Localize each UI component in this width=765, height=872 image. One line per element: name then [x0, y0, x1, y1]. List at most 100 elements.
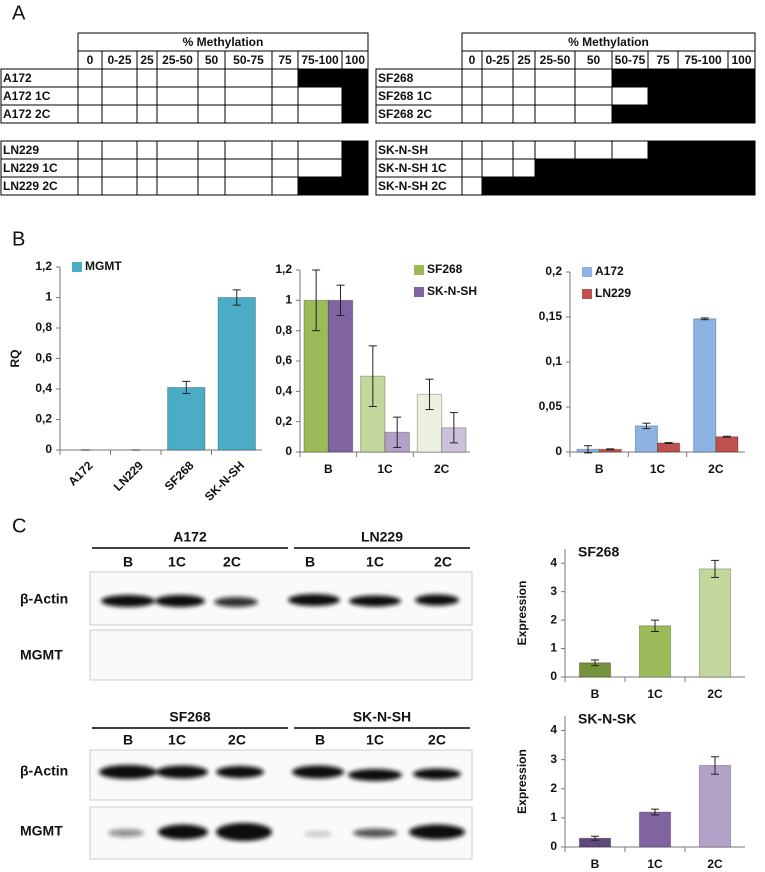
bands: [99, 594, 465, 841]
lane-label: 1C: [168, 554, 186, 570]
methylation-cell: [611, 86, 649, 106]
error-bar: [606, 448, 615, 451]
methylation-cell: [611, 140, 649, 160]
methylation-cell: [534, 158, 576, 178]
methylation-cell: [101, 158, 138, 178]
methylation-cell: [271, 176, 299, 196]
y-tick-label: 0,2: [35, 412, 52, 426]
blot-frame: [89, 629, 473, 681]
error-bar: [711, 756, 719, 775]
methylation-cell: [341, 176, 369, 196]
chart-title: SK-N-SK: [578, 711, 636, 727]
y-tick-label: 0,15: [539, 309, 563, 323]
methylation-cell: [461, 158, 483, 178]
methylation-cell: [611, 68, 649, 88]
methylation-cell: [136, 158, 158, 178]
methylation-cell: [341, 68, 369, 88]
y-tick-label: 0: [45, 442, 52, 456]
methylation-cell: [512, 104, 536, 124]
methylation-cell: [677, 86, 729, 106]
x-tick-label: 1C: [647, 687, 663, 701]
y-tick-label: 3: [550, 584, 557, 598]
y-tick-label: 0,1: [545, 354, 562, 368]
x-tick-label: 1C: [647, 857, 663, 871]
y-tick-label: 0,4: [35, 381, 52, 395]
y-tick-label: 0,6: [35, 351, 52, 365]
x-tick-label: B: [595, 462, 604, 476]
y-tick-label: 0,6: [275, 353, 292, 367]
methylation-cell: [341, 140, 369, 160]
column-header: 75: [278, 53, 292, 67]
error-bar: [700, 317, 709, 321]
methylation-cell: [481, 176, 514, 196]
y-tick-label: 0: [285, 444, 292, 458]
methylation-cell: [77, 86, 103, 106]
methylation-cell: [727, 68, 756, 88]
blot-row-label: β-Actin: [20, 763, 68, 779]
column-header: 75-100: [301, 53, 339, 67]
methylation-cell: [224, 86, 273, 106]
x-tick-label: 1C: [377, 462, 393, 476]
methylation-cell: [224, 158, 273, 178]
methylation-cell: [271, 86, 299, 106]
methylation-cell: [77, 176, 103, 196]
methylation-cell: [481, 68, 514, 88]
lane-label: 2C: [223, 554, 241, 570]
methylation-cell: [534, 140, 576, 160]
bar: [638, 625, 672, 678]
lane-label: 1C: [366, 554, 384, 570]
methylation-cell: [297, 158, 343, 178]
error-bar: [711, 559, 719, 578]
legend-label: A172: [595, 264, 624, 278]
methylation-cell: [101, 86, 138, 106]
chart-title: SF268: [578, 544, 619, 560]
lane-label: 2C: [228, 732, 246, 748]
column-header: 0: [87, 53, 94, 67]
methylation-cell: [461, 140, 483, 160]
methylation-cell: [101, 176, 138, 196]
error-bar: [449, 412, 458, 444]
column-header: 0-25: [107, 53, 131, 67]
error-bar: [584, 445, 593, 454]
methylation-cell: [224, 68, 273, 88]
blot-row-label: MGMT: [20, 647, 63, 663]
methylation-cell: [197, 68, 226, 88]
legend-label: MGMT: [85, 259, 122, 273]
blot-images: [89, 571, 473, 860]
y-tick-label: 4: [550, 723, 557, 737]
methylation-cell: [512, 140, 536, 160]
methylation-cell: [461, 86, 483, 106]
methylation-cell: [574, 68, 613, 88]
methylation-cell: [512, 86, 536, 106]
error-bar: [651, 619, 659, 632]
methylation-cell: [677, 104, 729, 124]
column-header: 75-100: [684, 53, 722, 67]
methylation-cell: [611, 158, 649, 178]
error-bar: [336, 284, 345, 316]
y-tick-label: 1: [285, 293, 292, 307]
methylation-cell: [512, 176, 536, 196]
bar: [657, 442, 681, 453]
bar: [698, 764, 732, 848]
y-tick-label: 1,2: [35, 259, 52, 273]
table-header: % Methylation: [568, 35, 649, 49]
row-name: SK-N-SH: [378, 143, 428, 157]
error-bar: [664, 442, 673, 444]
methylation-cell: [461, 68, 483, 88]
legend-label: SK-N-SH: [427, 284, 477, 298]
error-bar: [425, 378, 434, 411]
methylation-cell: [297, 86, 343, 106]
blot-group-label: SF268: [169, 709, 210, 725]
row-name: LN229 2C: [3, 179, 58, 193]
methylation-cell: [574, 104, 613, 124]
methylation-cell: [197, 104, 226, 124]
blot-group-label: A172: [173, 529, 207, 545]
error-bar: [651, 808, 659, 816]
methylation-cell: [156, 176, 199, 196]
methylation-cell: [297, 176, 343, 196]
methylation-cell: [481, 104, 514, 124]
bar: [698, 568, 732, 678]
methylation-cell: [677, 68, 729, 88]
y-tick-label: 0,2: [545, 264, 562, 278]
column-header: 50: [587, 53, 601, 67]
